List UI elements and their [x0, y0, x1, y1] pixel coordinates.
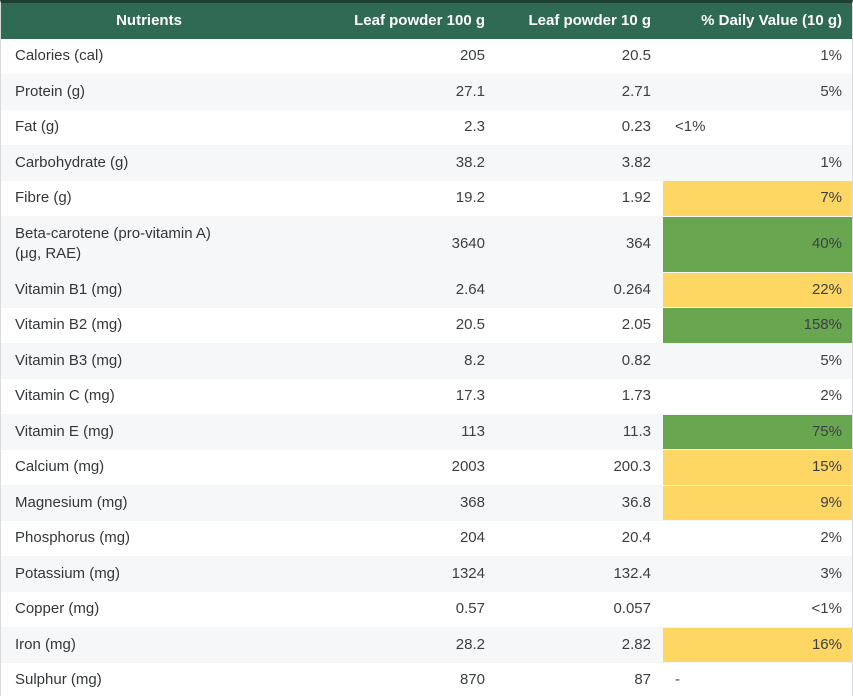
nutrient-name-cell: Calories (cal) [15, 47, 104, 64]
daily-value-cell: 7% [663, 180, 852, 216]
value-100g-cell: 870 [297, 662, 497, 696]
table-row: Calories (cal) 205 20.5 1% [1, 39, 852, 74]
nutrient-name-cell: Vitamin B1 (mg) [1, 271, 297, 308]
nutrient-name-cell: Vitamin B3 (mg) [1, 342, 297, 379]
daily-value-cell: 1% [663, 144, 852, 181]
nutrient-table: Nutrients Leaf powder 100 g Leaf powder … [1, 3, 852, 696]
daily-value-cell: 22% [663, 271, 852, 308]
value-10g-cell: 20.4 [497, 520, 663, 556]
value-10g-cell: 364 [497, 215, 663, 272]
table-row: Vitamin B3 (mg) 8.2 0.82 5% [1, 342, 852, 379]
daily-value-cell: 15% [663, 449, 852, 485]
value-10g-cell: 1.73 [497, 378, 663, 414]
nutrient-name-cell: Vitamin B2 (mg) [1, 307, 297, 343]
nutrient-name-cell: Protein (g) [1, 73, 297, 110]
table-row: Phosphorus (mg) 204 20.4 2% [1, 520, 852, 556]
value-100g-cell: 17.3 [297, 378, 497, 414]
daily-value-cell: - [663, 662, 852, 696]
nutrient-name-cell: Copper (mg) [1, 591, 297, 627]
nutrient-name-cell: Iron (mg) [1, 626, 297, 663]
value-100g-cell: 204 [297, 520, 497, 556]
table-row: Protein (g) 27.1 2.71 5% [1, 73, 852, 110]
nutrient-name-cell: Phosphorus (mg) [1, 520, 297, 556]
value-10g-cell: 0.82 [497, 342, 663, 379]
table-row: Fibre (g) 19.2 1.92 7% [1, 180, 852, 216]
header-daily-value: % Daily Value (10 g) [663, 3, 852, 39]
nutrient-name-cell: Fat (g) [1, 109, 297, 145]
nutrient-name-cell: Magnesium (mg) [1, 484, 297, 521]
value-10g-cell: 11.3 [497, 413, 663, 450]
daily-value-cell: <1% [663, 591, 852, 627]
header-row: Nutrients Leaf powder 100 g Leaf powder … [1, 3, 852, 39]
header-nutrients: Nutrients [1, 3, 297, 39]
value-10g-cell: 0.057 [497, 591, 663, 627]
nutrient-name-cell: Sulphur (mg) [1, 662, 297, 696]
table-row: Vitamin E (mg) 113 11.3 75% [1, 413, 852, 450]
value-10g-cell: 2.82 [497, 626, 663, 663]
daily-value-cell: 75% [663, 413, 852, 450]
daily-value-cell: 2% [663, 378, 852, 414]
value-100g-cell: 8.2 [297, 342, 497, 379]
nutrient-name-cell: Vitamin C (mg) [1, 378, 297, 414]
daily-value-cell: 9% [663, 484, 852, 521]
table-row: Potassium (mg) 1324 132.4 3% [1, 555, 852, 592]
value-100g-cell: 2003 [297, 449, 497, 485]
daily-value-cell: 40% [663, 215, 852, 272]
nutrient-name-cell: Vitamin E (mg) [1, 413, 297, 450]
value-100g-cell: 3640 [297, 215, 497, 272]
table-row: Magnesium (mg) 368 36.8 9% [1, 484, 852, 521]
table-row: Calcium (mg) 2003 200.3 15% [1, 449, 852, 485]
value-100g-cell: 28.2 [297, 626, 497, 663]
daily-value-cell: 158% [663, 307, 852, 343]
nutrient-name-cell: Fibre (g) [1, 180, 297, 216]
value-100g-cell: 368 [297, 484, 497, 521]
value-100g-cell: 205 [459, 47, 485, 64]
value-100g-cell: 27.1 [297, 73, 497, 110]
table-row: Vitamin B2 (mg) 20.5 2.05 158% [1, 307, 852, 343]
daily-value-cell: <1% [663, 109, 852, 145]
daily-value-cell: 16% [663, 626, 852, 663]
nutrient-name-cell: Beta-carotene (pro-vitamin A) (μg, RAE) [1, 215, 297, 272]
table-row: Iron (mg) 28.2 2.82 16% [1, 626, 852, 663]
value-10g-cell: 3.82 [497, 144, 663, 181]
value-100g-cell: 38.2 [297, 144, 497, 181]
value-10g-cell: 0.23 [497, 109, 663, 145]
table-row: Beta-carotene (pro-vitamin A) (μg, RAE) 3… [1, 215, 852, 272]
value-10g-cell: 1.92 [497, 180, 663, 216]
value-100g-cell: 2.3 [297, 109, 497, 145]
value-100g-cell: 1324 [297, 555, 497, 592]
table-row: Fat (g) 2.3 0.23 <1% [1, 109, 852, 145]
table-row: Vitamin C (mg) 17.3 1.73 2% [1, 378, 852, 414]
value-100g-cell: 113 [297, 413, 497, 450]
daily-value-cell: 5% [663, 73, 852, 110]
value-100g-cell: 20.5 [297, 307, 497, 343]
value-100g-cell: 19.2 [297, 180, 497, 216]
value-10g-cell: 36.8 [497, 484, 663, 521]
value-10g-cell: 0.264 [497, 271, 663, 308]
value-10g-cell: 2.05 [497, 307, 663, 343]
value-100g-cell: 2.64 [297, 271, 497, 308]
nutrient-name-cell: Potassium (mg) [1, 555, 297, 592]
table-row: Vitamin B1 (mg) 2.64 0.264 22% [1, 271, 852, 308]
value-10g-cell: 132.4 [497, 555, 663, 592]
nutrient-name-cell: Carbohydrate (g) [1, 144, 297, 181]
daily-value-cell: 5% [663, 342, 852, 379]
value-10g-cell: 20.5 [621, 47, 651, 64]
daily-value-cell: 3% [663, 555, 852, 592]
daily-value-cell: 1% [820, 47, 842, 64]
header-leaf-powder-100g: Leaf powder 100 g [297, 3, 497, 39]
value-100g-cell: 0.57 [297, 591, 497, 627]
table-header: Nutrients Leaf powder 100 g Leaf powder … [1, 3, 852, 39]
table-body: Calories (cal) 205 20.5 1% Protein (g) 27.1 2.… [1, 39, 852, 696]
table-row: Carbohydrate (g) 38.2 3.82 1% [1, 144, 852, 181]
daily-value-cell: 2% [663, 520, 852, 556]
value-10g-cell: 2.71 [497, 73, 663, 110]
header-leaf-powder-10g: Leaf powder 10 g [497, 3, 663, 39]
table-row: Sulphur (mg) 870 87- [1, 662, 852, 696]
nutrient-name-cell: Calcium (mg) [1, 449, 297, 485]
table-row: Copper (mg) 0.57 0.057 <1% [1, 591, 852, 627]
value-10g-cell: 200.3 [497, 449, 663, 485]
value-10g-cell: 87 [497, 662, 663, 696]
